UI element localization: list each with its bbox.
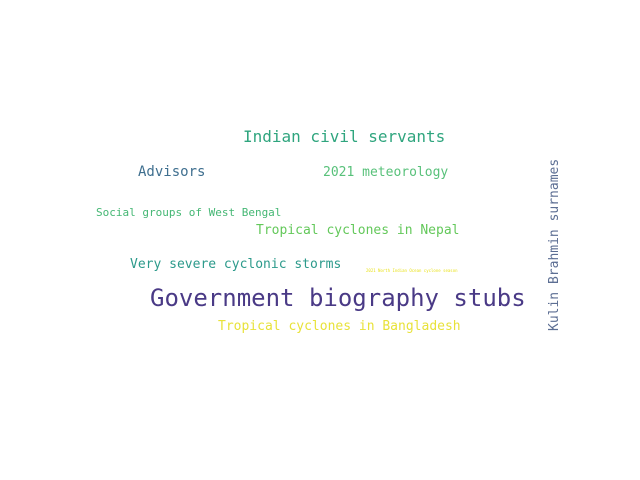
word-2021-meteorology: 2021 meteorology	[323, 165, 449, 180]
word-indian-civil-servants: Indian civil servants	[243, 127, 446, 146]
word-tropical-cyclones-in-nepal: Tropical cyclones in Nepal	[256, 223, 460, 238]
word-tropical-cyclones-in-bangladesh: Tropical cyclones in Bangladesh	[218, 319, 461, 334]
word-2021-north-indian-ocean-cyclone-season: 2021 North Indian Ocean cyclone season	[366, 268, 458, 273]
word-government-biography-stubs: Government biography stubs	[150, 284, 526, 312]
word-kulin-brahmin-surnames: Kulin Brahmin surnames	[547, 158, 562, 331]
word-social-groups-of-west-bengal: Social groups of West Bengal	[96, 206, 282, 219]
word-very-severe-cyclonic-storms: Very severe cyclonic storms	[130, 257, 342, 272]
word-advisors: Advisors	[138, 164, 206, 180]
